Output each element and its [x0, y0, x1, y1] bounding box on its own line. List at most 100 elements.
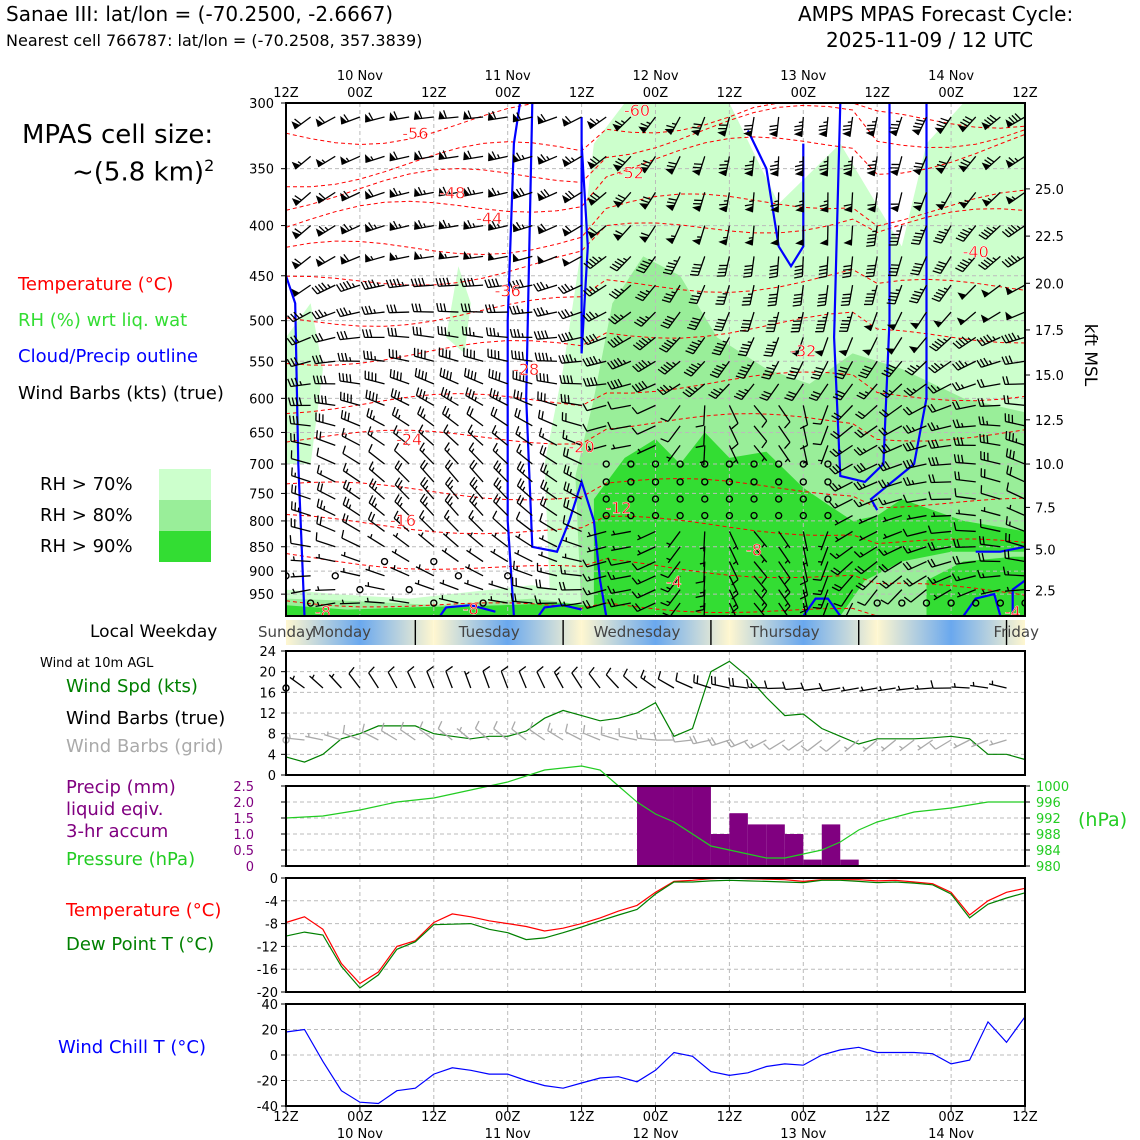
- cross-section-wind-barb: [1003, 395, 1025, 407]
- cross-section-wind-barb: [587, 225, 607, 239]
- cross-section-wind-barb: [627, 495, 635, 503]
- calm-circle: [701, 511, 709, 520]
- cross-section-wind-barb: [753, 531, 768, 548]
- barb-flag: [904, 369, 913, 376]
- barb-flag: [482, 665, 491, 672]
- barb-half-flag: [496, 223, 501, 228]
- barb-flag: [393, 510, 399, 519]
- barb-flag: [910, 242, 920, 245]
- barb-shaft: [637, 560, 656, 571]
- barb-flag: [793, 297, 802, 300]
- cross-section-wind-barb: [444, 493, 459, 516]
- barb-flag: [854, 568, 862, 575]
- barb-shaft: [822, 602, 829, 616]
- barb-flag: [830, 569, 839, 576]
- barb-pennant: [795, 205, 804, 213]
- barb-flag: [913, 125, 922, 129]
- barb-half-flag: [494, 430, 498, 436]
- barb-half-flag: [598, 256, 603, 261]
- barb-half-flag: [637, 534, 642, 539]
- cross-section-wind-barb: [927, 383, 952, 394]
- barb-flag: [688, 366, 697, 372]
- barb-flag: [417, 406, 422, 415]
- barb-flag: [731, 422, 739, 430]
- cross-section-wind-barb: [291, 155, 312, 170]
- cross-section-wind-barb: [368, 443, 385, 465]
- cross-section-wind-barb: [463, 219, 484, 230]
- cross-section-wind-barb: [539, 496, 558, 517]
- barb-flag: [316, 481, 320, 491]
- barb-pennant: [888, 129, 898, 136]
- barb-half-flag: [886, 481, 891, 487]
- barb-flag: [1007, 226, 1015, 234]
- cross-section-wind-barb: [364, 582, 385, 591]
- barb-half-flag: [541, 535, 544, 540]
- barb-half-flag: [288, 734, 291, 739]
- barb-flag: [634, 321, 642, 327]
- barb-flag: [833, 602, 842, 607]
- barb-flag: [761, 590, 768, 599]
- cross-section-wind-barb: [315, 191, 336, 204]
- cross-section-wind-barb: [778, 444, 791, 463]
- barb-flag: [561, 285, 568, 293]
- cross-section-wind-barb: [778, 405, 791, 429]
- barb-flag: [743, 128, 753, 131]
- barb-flag: [784, 421, 791, 429]
- cross-section-wind-barb: [516, 478, 533, 500]
- cross-section-wind-barb: [676, 460, 684, 468]
- barb-half-flag: [936, 424, 940, 430]
- cross-section-wind-barb: [290, 450, 311, 465]
- cross-section-wind-barb: [511, 350, 533, 362]
- cross-section-wind-barb: [912, 156, 928, 176]
- barb-half-flag: [348, 504, 352, 509]
- barb-half-flag: [587, 590, 591, 595]
- barb-half-flag: [373, 224, 378, 229]
- barb-flag: [666, 315, 675, 321]
- cross-section-wind-barb: [718, 225, 731, 246]
- cross-section-wind-barb: [903, 383, 927, 397]
- cross-section-wind-barb: [765, 311, 780, 333]
- wind-barb-grid: [474, 720, 490, 741]
- cross-section-wind-barb: [799, 460, 807, 468]
- barb-flag: [955, 555, 961, 564]
- barb-flag: [607, 421, 612, 430]
- cross-section-wind-barb: [487, 111, 508, 121]
- barb-pennant: [512, 153, 520, 163]
- cross-section-wind-barb: [888, 225, 903, 246]
- barb-shaft: [529, 729, 546, 741]
- cross-section-wind-barb: [611, 545, 631, 552]
- barb-flag: [642, 159, 652, 164]
- barb-pennant: [612, 164, 622, 172]
- barb-flag: [516, 112, 522, 121]
- barb-flag: [419, 408, 425, 417]
- cross-section-wind-barb: [393, 442, 410, 465]
- cross-section-wind-barb: [627, 460, 635, 468]
- barb-flag: [318, 332, 324, 341]
- barb-pennant: [463, 151, 470, 160]
- cross-section-wind-barb: [866, 192, 878, 213]
- barb-flag: [342, 281, 349, 290]
- cross-section-wind-barb: [488, 220, 508, 231]
- barb-flag: [516, 494, 522, 503]
- barb-flag: [338, 372, 341, 382]
- barb-half-flag: [400, 397, 403, 402]
- barb-pennant: [586, 120, 596, 129]
- barb-half-flag: [823, 200, 828, 203]
- barb-pennant: [639, 203, 649, 210]
- barb-flag: [311, 334, 317, 343]
- barb-flag: [582, 378, 587, 387]
- cross-section-wind-barb: [438, 347, 459, 362]
- barb-flag: [500, 665, 509, 672]
- cross-section-wind-barb: [438, 250, 459, 260]
- precip-bar: [729, 813, 748, 866]
- barb-flag: [534, 352, 538, 361]
- cross-section-wind-barb: [439, 579, 459, 591]
- barb-flag: [843, 264, 852, 268]
- cross-section-wind-barb: [927, 439, 952, 449]
- barb-flag: [693, 263, 702, 266]
- cross-section-wind-barb: [342, 462, 361, 483]
- calm-circle: [331, 572, 339, 580]
- barb-pennant: [512, 253, 520, 262]
- barb-flag: [665, 293, 674, 297]
- barb-flag: [585, 599, 591, 608]
